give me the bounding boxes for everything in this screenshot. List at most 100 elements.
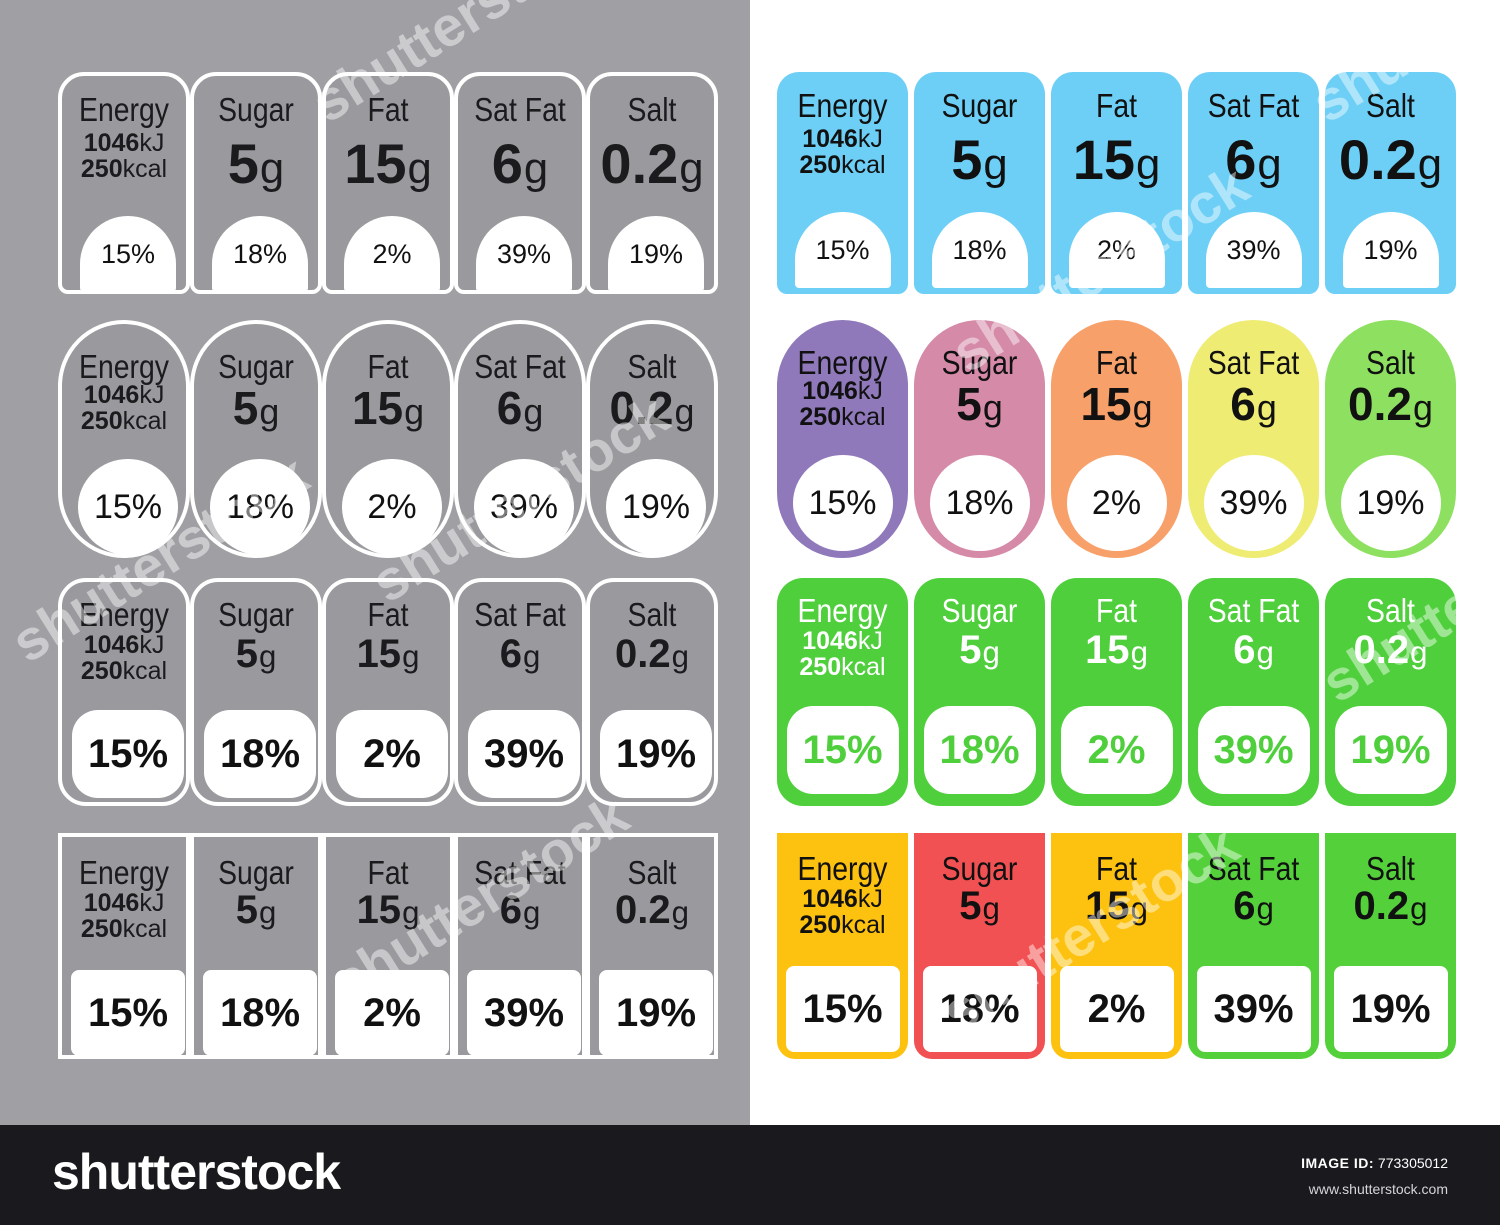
amount-unit: g	[1132, 388, 1153, 428]
energy-kj-unit: kJ	[857, 377, 883, 405]
left-row4-sat-fat-label: Sat Fat 6g 39%	[454, 833, 586, 1059]
percent-value: 19%	[1356, 484, 1425, 522]
right-row3-sat-fat-label: Sat Fat 6g 39%	[1188, 578, 1319, 806]
percent-badge: 18%	[212, 216, 308, 292]
nutrient-name: Sat Fat	[474, 854, 566, 891]
percent-badge: 18%	[929, 455, 1030, 551]
percent-badge: 19%	[1340, 455, 1441, 551]
percent-badge: 18%	[203, 970, 317, 1056]
amount-unit: g	[1410, 891, 1428, 926]
left-row3-energy-label: Energy 1046kJ 250kcal 15%	[58, 578, 190, 806]
percent-badge: 19%	[599, 970, 713, 1056]
energy-kcal: 250kcal	[62, 408, 186, 434]
percent-badge: 15%	[786, 706, 899, 794]
percent-value: 2%	[363, 732, 421, 776]
right-row3-salt-label: Salt 0.2g 19%	[1325, 578, 1456, 806]
percent-badge: 2%	[1068, 212, 1165, 288]
percent-value: 39%	[483, 732, 565, 776]
nutrient-name: Salt	[627, 854, 677, 891]
nutrient-name: Sat Fat	[1207, 850, 1300, 887]
percent-value: 19%	[1363, 234, 1418, 265]
amount-value: 0.2	[609, 382, 674, 434]
percent-value: 39%	[1213, 987, 1294, 1031]
amount-value: 15	[1085, 628, 1130, 672]
energy-values: 1046kJ 250kcal	[62, 130, 186, 182]
energy-kj-value: 1046	[802, 377, 858, 405]
percent-badge: 15%	[80, 216, 176, 292]
left-row4-sugar-label: Sugar 5g 18%	[190, 833, 322, 1059]
energy-kj-unit: kJ	[139, 129, 165, 157]
nutrient-amount: 5g	[914, 630, 1045, 670]
nutrient-name: Fat	[1095, 344, 1138, 381]
nutrient-amount: 5g	[194, 890, 318, 930]
nutrient-amount: 0.2g	[1325, 886, 1456, 926]
amount-unit: g	[402, 639, 420, 674]
energy-values: 1046kJ 250kcal	[777, 886, 908, 938]
percent-value: 39%	[1219, 484, 1288, 522]
right-row3-sugar-label: Sugar 5g 18%	[914, 578, 1045, 806]
nutrient-name: Salt	[1366, 344, 1415, 381]
nutrient-name: Sugar	[218, 854, 294, 891]
percent-badge: 15%	[78, 459, 178, 555]
percent-value: 15%	[93, 488, 163, 526]
energy-kcal-value: 250	[799, 911, 842, 939]
nutrient-amount: 15g	[1051, 132, 1182, 188]
energy-kj-value: 1046	[83, 129, 140, 157]
amount-unit: g	[1417, 140, 1443, 189]
amount-value: 5	[956, 378, 982, 430]
nutrient-amount: 6g	[458, 634, 582, 674]
left-row2-sat-fat-label: Sat Fat 6g 39%	[454, 320, 586, 558]
right-row1-energy-label: Energy 1046kJ 250kcal 15%	[777, 72, 908, 294]
nutrient-amount: 5g	[194, 634, 318, 674]
percent-badge: 15%	[785, 966, 900, 1052]
percent-badge: 15%	[71, 970, 185, 1056]
amount-unit: g	[982, 635, 1000, 670]
energy-kcal-unit: kcal	[841, 151, 886, 179]
percent-value: 18%	[232, 238, 288, 269]
percent-value: 2%	[367, 488, 417, 526]
amount-unit: g	[523, 144, 549, 193]
energy-kcal-unit: kcal	[841, 653, 886, 681]
amount-value: 0.2	[1353, 628, 1410, 672]
energy-kcal-unit: kcal	[841, 403, 886, 431]
nutrient-name: Sat Fat	[1207, 592, 1300, 629]
nutrient-amount: 0.2g	[590, 136, 714, 192]
left-row1-sat-fat-label: Sat Fat 6g 39%	[454, 72, 586, 294]
energy-kj-value: 1046	[802, 885, 858, 913]
energy-kcal-value: 250	[80, 657, 123, 685]
nutrient-amount: 0.2g	[590, 890, 714, 930]
nutrient-name: Energy	[797, 344, 888, 381]
nutrient-amount: 0.2g	[590, 385, 714, 431]
percent-value: 15%	[802, 728, 883, 772]
amount-unit: g	[404, 392, 425, 432]
nutrient-name: Salt	[1366, 850, 1415, 887]
energy-kj-value: 1046	[83, 889, 140, 917]
amount-value: 6	[499, 632, 522, 676]
right-row1-fat-label: Fat 15g 2%	[1051, 72, 1182, 294]
energy-kj: 1046kJ	[62, 890, 186, 916]
left-row2-fat-label: Fat 15g 2%	[322, 320, 454, 558]
nutrient-amount: 15g	[1051, 381, 1182, 427]
percent-badge: 18%	[204, 710, 316, 798]
amount-value: 5	[959, 628, 982, 672]
percent-badge: 15%	[794, 212, 891, 288]
left-row1-energy-label: Energy 1046kJ 250kcal 15%	[58, 72, 190, 294]
amount-value: 0.2	[1353, 884, 1410, 928]
energy-kj-value: 1046	[83, 381, 140, 409]
amount-value: 0.2	[615, 632, 671, 676]
nutrient-name: Fat	[367, 348, 409, 385]
nutrient-amount: 0.2g	[1325, 132, 1456, 188]
energy-kcal: 250kcal	[777, 404, 908, 430]
percent-badge: 2%	[336, 710, 448, 798]
right-row2-salt-label: Salt 0.2g 19%	[1325, 320, 1456, 558]
left-row3-sat-fat-label: Sat Fat 6g 39%	[454, 578, 586, 806]
percent-badge: 2%	[342, 459, 442, 555]
amount-value: 15	[344, 132, 407, 195]
amount-value: 6	[1225, 128, 1257, 191]
energy-kcal-value: 250	[799, 403, 842, 431]
left-row3-sugar-label: Sugar 5g 18%	[190, 578, 322, 806]
energy-values: 1046kJ 250kcal	[777, 628, 908, 680]
energy-kj-value: 1046	[83, 631, 140, 659]
amount-value: 0.2	[1348, 378, 1412, 430]
right-row3-fat-label: Fat 15g 2%	[1051, 578, 1182, 806]
